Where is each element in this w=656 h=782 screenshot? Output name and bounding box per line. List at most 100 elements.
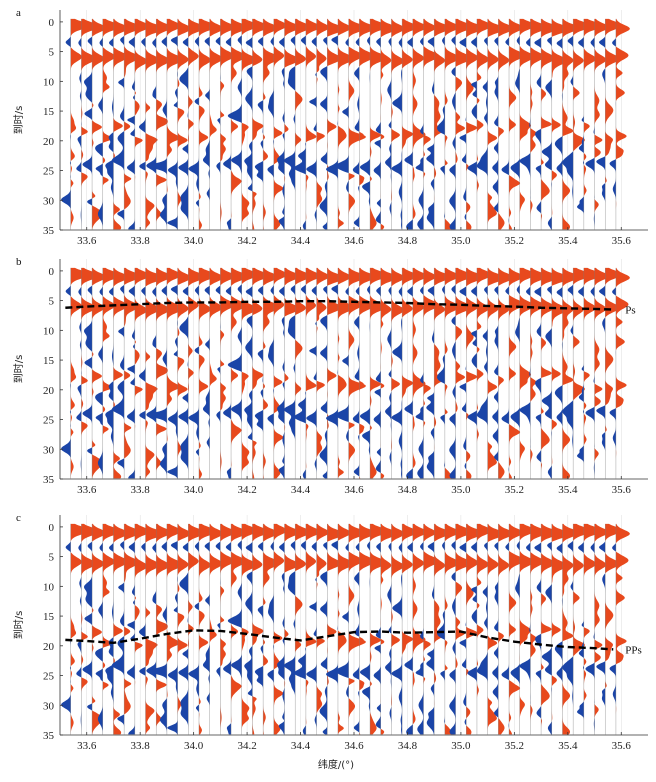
trace (277, 267, 301, 479)
trace (306, 267, 330, 479)
positive-fill (188, 267, 207, 479)
positive-fill (615, 18, 630, 230)
panel-letter: c (16, 512, 21, 524)
trace (415, 523, 440, 735)
trace (148, 18, 184, 230)
positive-fill (337, 523, 355, 735)
positive-fill (359, 523, 377, 735)
panel-letter: b (16, 256, 22, 268)
negative-fill (306, 523, 317, 735)
positive-fill (423, 523, 440, 735)
negative-fill (492, 523, 499, 735)
negative-fill (404, 267, 413, 479)
negative-fill (202, 267, 210, 479)
trace (541, 18, 571, 230)
trace (139, 523, 165, 735)
negative-fill (254, 18, 264, 230)
negative-fill (541, 523, 552, 735)
trace (467, 18, 493, 230)
positive-fill (605, 267, 623, 479)
positive-fill (316, 18, 330, 230)
negative-fill (534, 523, 542, 735)
trace (267, 18, 288, 230)
negative-fill (476, 18, 488, 230)
positive-fill (166, 523, 184, 735)
positive-fill (370, 523, 389, 735)
trace (577, 267, 604, 479)
positive-fill (241, 523, 259, 735)
negative-fill (554, 267, 563, 479)
positive-fill (327, 267, 346, 479)
x-tick-label: 34.0 (184, 235, 204, 247)
y-tick-label: 5 (49, 296, 55, 308)
x-tick-label: 33.6 (77, 484, 97, 496)
negative-fill (459, 523, 467, 735)
negative-fill (359, 18, 371, 230)
trace (352, 267, 377, 479)
positive-fill (177, 18, 192, 230)
positive-fill (551, 267, 571, 479)
trace (437, 523, 460, 735)
positive-fill (156, 267, 173, 479)
negative-fill (105, 267, 114, 479)
negative-fill (352, 18, 360, 230)
y-axis-label: 到时/s (13, 355, 25, 384)
negative-fill (215, 523, 221, 735)
y-tick-label: 15 (43, 106, 55, 118)
negative-fill (283, 18, 296, 230)
positive-fill (434, 267, 451, 479)
positive-fill (70, 18, 90, 230)
phase-label: Ps (625, 305, 635, 317)
x-tick-label: 34.6 (344, 235, 364, 247)
panel-b: 33.6 33.8 34.0 34.2 34.4 34.6 34.8 35.0 35.2 35.4… (13, 256, 648, 496)
positive-fill (370, 18, 389, 230)
x-tick-label: 35.0 (451, 484, 471, 496)
trace (609, 267, 630, 479)
positive-fill (177, 523, 192, 735)
positive-fill (188, 523, 207, 735)
negative-fill (577, 523, 584, 735)
positive-fill (145, 523, 165, 735)
trace (283, 18, 312, 230)
negative-fill (519, 18, 531, 230)
positive-fill (70, 267, 90, 479)
positive-fill (391, 18, 406, 230)
negative-fill (373, 523, 381, 735)
trace (244, 267, 270, 479)
trace (501, 267, 525, 479)
positive-fill (380, 523, 399, 735)
trace (554, 523, 580, 735)
negative-fill (277, 267, 285, 479)
positive-fill (466, 267, 485, 479)
negative-fill (510, 523, 520, 735)
positive-fill (337, 267, 355, 479)
positive-fill (455, 523, 474, 735)
positive-fill (273, 523, 288, 735)
negative-fill (277, 18, 285, 230)
positive-fill (198, 523, 218, 735)
trace (82, 267, 107, 479)
positive-fill (252, 18, 270, 230)
positive-fill (209, 18, 224, 230)
x-tick-label: 35.2 (505, 740, 524, 752)
positive-fill (295, 267, 312, 479)
negative-fill (609, 267, 616, 479)
trace (501, 523, 525, 735)
y-tick-label: 30 (43, 195, 55, 207)
trace (541, 267, 571, 479)
trace (541, 523, 571, 735)
positive-fill (188, 18, 207, 230)
negative-fill (223, 267, 232, 479)
negative-fill (277, 523, 285, 735)
positive-fill (231, 18, 250, 230)
positive-fill (263, 523, 280, 735)
negative-fill (61, 267, 71, 479)
trace (554, 267, 580, 479)
x-tick-label: 34.4 (291, 740, 311, 752)
positive-fill (70, 523, 90, 735)
trace (426, 523, 451, 735)
negative-fill (562, 523, 574, 735)
positive-fill (466, 18, 485, 230)
negative-fill (82, 267, 93, 479)
negative-fill (111, 267, 125, 479)
